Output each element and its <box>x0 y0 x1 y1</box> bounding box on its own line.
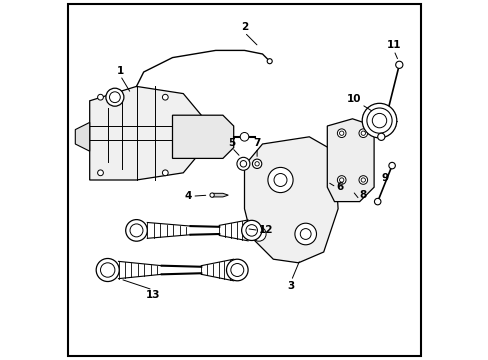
Circle shape <box>241 220 261 240</box>
Text: 5: 5 <box>228 138 235 148</box>
Circle shape <box>240 161 246 167</box>
Circle shape <box>300 229 310 239</box>
Text: 6: 6 <box>336 182 343 192</box>
Circle shape <box>294 223 316 245</box>
Text: 12: 12 <box>258 225 273 235</box>
Circle shape <box>237 157 249 170</box>
Circle shape <box>209 193 214 197</box>
Circle shape <box>98 170 103 176</box>
Circle shape <box>339 131 343 135</box>
Circle shape <box>130 224 142 237</box>
Circle shape <box>366 108 391 133</box>
Circle shape <box>106 88 123 106</box>
Circle shape <box>388 162 394 169</box>
Circle shape <box>371 113 386 128</box>
Text: 1: 1 <box>117 66 123 76</box>
Circle shape <box>361 178 365 182</box>
Polygon shape <box>75 122 89 151</box>
Circle shape <box>252 159 261 168</box>
Circle shape <box>125 220 147 241</box>
Polygon shape <box>244 137 337 263</box>
Circle shape <box>267 167 292 193</box>
Polygon shape <box>89 86 201 180</box>
Text: 11: 11 <box>386 40 400 50</box>
Circle shape <box>377 133 384 140</box>
Circle shape <box>245 225 257 236</box>
Circle shape <box>162 94 168 100</box>
Text: 2: 2 <box>241 22 247 32</box>
Circle shape <box>362 103 396 138</box>
Circle shape <box>361 131 365 135</box>
Polygon shape <box>172 115 233 158</box>
Circle shape <box>226 259 247 281</box>
Circle shape <box>337 129 346 138</box>
Text: 13: 13 <box>145 290 160 300</box>
Text: 4: 4 <box>184 191 192 201</box>
Circle shape <box>374 198 380 205</box>
Circle shape <box>339 178 343 182</box>
Text: 9: 9 <box>381 173 387 183</box>
Text: 8: 8 <box>359 190 366 200</box>
Circle shape <box>109 92 120 103</box>
Circle shape <box>230 264 244 276</box>
Circle shape <box>273 174 286 186</box>
Circle shape <box>96 258 119 282</box>
Circle shape <box>101 263 115 277</box>
Text: 10: 10 <box>346 94 361 104</box>
Circle shape <box>266 59 272 64</box>
Circle shape <box>162 170 168 176</box>
Circle shape <box>98 94 103 100</box>
Circle shape <box>254 162 259 166</box>
Circle shape <box>358 129 367 138</box>
Circle shape <box>337 176 346 184</box>
Circle shape <box>240 132 248 141</box>
Circle shape <box>358 176 367 184</box>
Circle shape <box>395 61 402 68</box>
Circle shape <box>251 227 265 241</box>
Text: 3: 3 <box>287 281 294 291</box>
Text: 7: 7 <box>253 138 260 148</box>
Polygon shape <box>212 193 228 197</box>
Polygon shape <box>326 119 373 202</box>
